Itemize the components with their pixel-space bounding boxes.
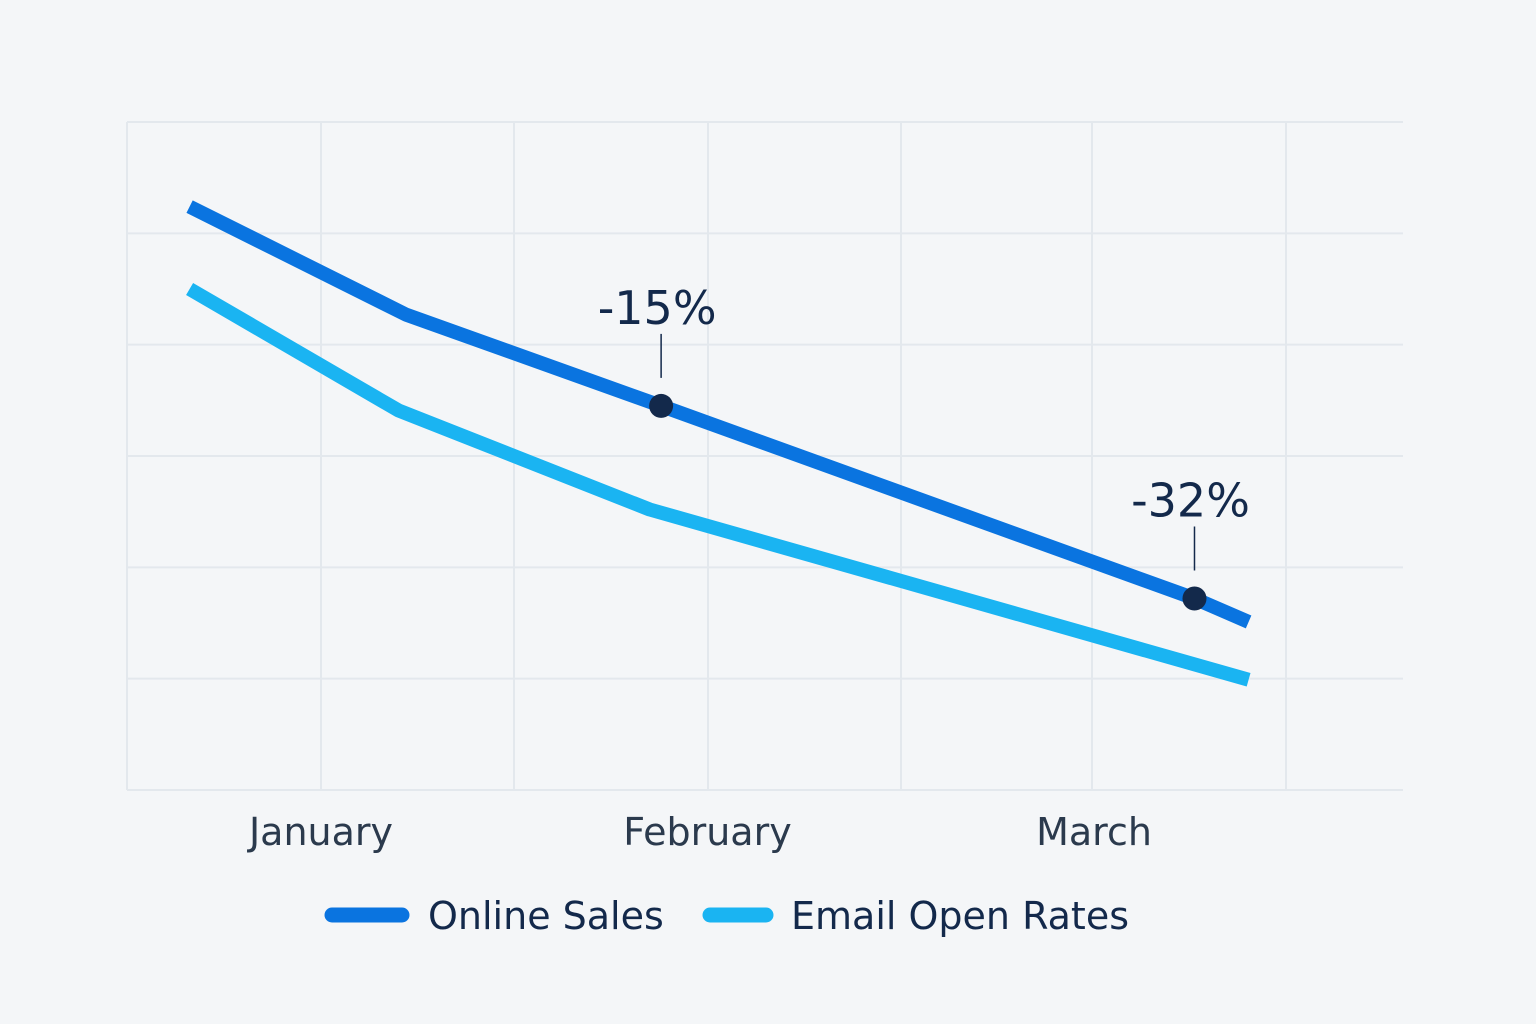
series-line-email-open-rates: [186, 282, 1251, 687]
x-tick-label: March: [1036, 810, 1152, 854]
legend-label-online-sales: Online Sales: [428, 894, 664, 938]
x-tick-label: January: [247, 810, 393, 854]
annotations: -15% -32%: [598, 281, 1250, 611]
legend-label-email-open-rates: Email Open Rates: [791, 894, 1129, 938]
x-tick-label: February: [623, 810, 791, 854]
annotation-point: [649, 393, 674, 418]
x-axis-ticks: January February March: [247, 810, 1152, 854]
annotation-point: [1182, 586, 1207, 611]
series-lines: [186, 200, 1252, 687]
series-line-online-sales: [186, 200, 1252, 629]
annotation-label: -32%: [1131, 474, 1250, 528]
legend: Online Sales Email Open Rates: [324, 894, 1129, 938]
grid: [126, 121, 1403, 791]
annotation-label: -15%: [598, 281, 717, 335]
